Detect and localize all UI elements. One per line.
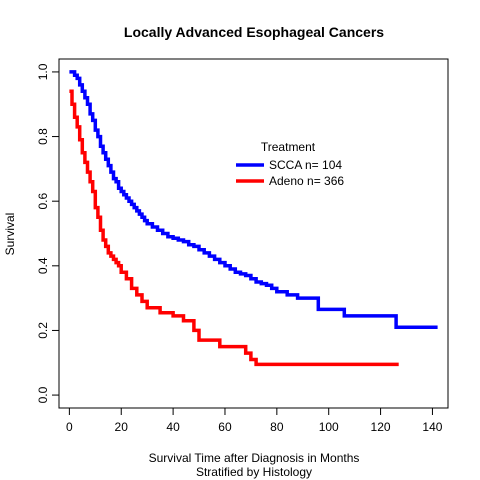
y-tick-label: 1.0	[36, 63, 50, 80]
x-axis: 0 20 40 60 80 100 120 140	[66, 407, 443, 434]
y-tick-label: 0.0	[36, 386, 50, 403]
x-tick-label: 20	[115, 420, 129, 434]
legend: Treatment SCCA n= 104 Adeno n= 366	[236, 140, 344, 188]
legend-title: Treatment	[261, 140, 316, 154]
legend-label: Adeno n= 366	[269, 174, 344, 188]
x-tick-label: 140	[422, 420, 442, 434]
x-tick-label: 60	[218, 420, 232, 434]
series-layer	[69, 70, 438, 367]
x-tick-label: 0	[66, 420, 73, 434]
y-tick-label: 0.4	[36, 257, 50, 274]
y-axis-label: Survival	[3, 213, 17, 256]
x-axis-label: Survival Time after Diagnosis in Months	[149, 451, 360, 465]
y-tick-label: 0.6	[36, 193, 50, 210]
x-tick-label: 40	[166, 420, 180, 434]
plot-frame	[58, 58, 449, 409]
y-axis: 0.0 0.2 0.4 0.6 0.8 1.0	[36, 63, 60, 403]
x-tick-label: 80	[270, 420, 284, 434]
y-tick-label: 0.8	[36, 128, 50, 145]
series-line-scca	[69, 70, 438, 329]
x-tick-label: 100	[319, 420, 339, 434]
x-tick-label: 120	[371, 420, 391, 434]
legend-label: SCCA n= 104	[269, 158, 342, 172]
series-line-adeno	[69, 89, 399, 367]
x-axis-sublabel: Stratified by Histology	[196, 465, 312, 479]
chart-title: Locally Advanced Esophageal Cancers	[124, 24, 384, 40]
y-tick-label: 0.2	[36, 322, 50, 339]
